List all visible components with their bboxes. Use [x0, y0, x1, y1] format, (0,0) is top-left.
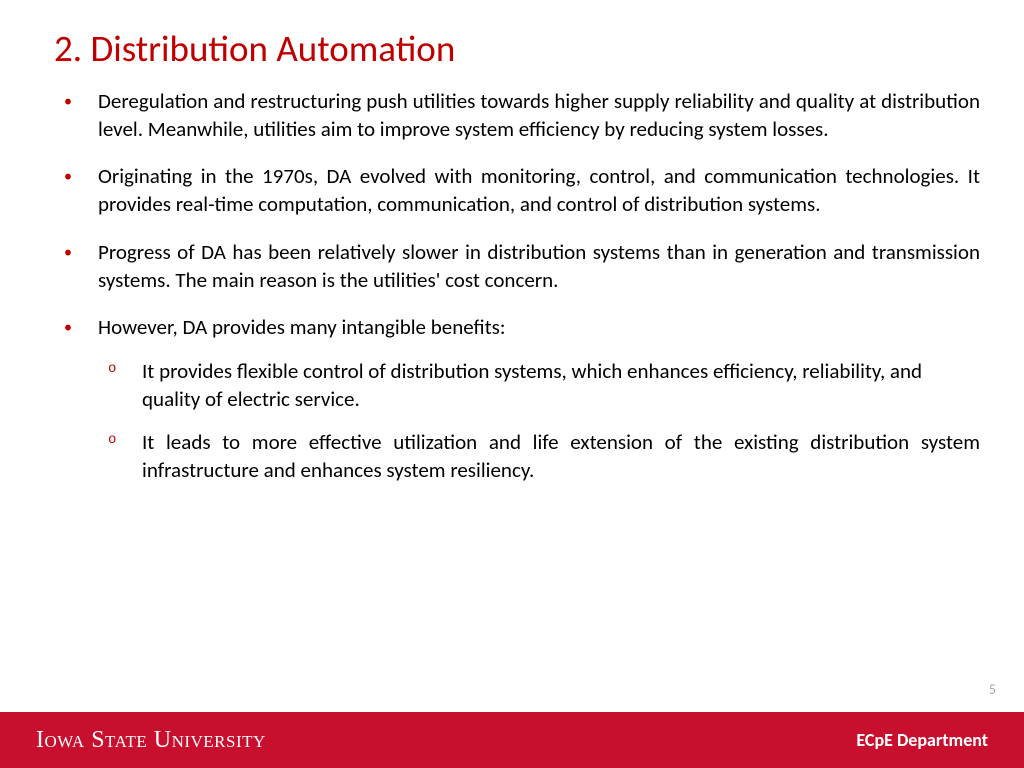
department-name: ECpE Department	[856, 729, 988, 751]
sub-bullet-list: It provides flexible control of distribu…	[98, 358, 980, 485]
bullet-list: Deregulation and restructuring push util…	[54, 88, 980, 485]
bullet-item: Deregulation and restructuring push util…	[54, 88, 980, 143]
slide: 2. Distribution Automation Deregulation …	[0, 0, 1024, 768]
bullet-text: However, DA provides many intangible ben…	[98, 314, 506, 340]
footer-bar: Iowa State University ECpE Department	[0, 712, 1024, 768]
university-name: Iowa State University	[36, 727, 266, 754]
slide-title: 2. Distribution Automation	[54, 26, 455, 71]
slide-body: Deregulation and restructuring push util…	[54, 88, 980, 505]
bullet-item: However, DA provides many intangible ben…	[54, 314, 980, 485]
sub-bullet-item: It provides flexible control of distribu…	[98, 358, 980, 413]
bullet-item: Originating in the 1970s, DA evolved wit…	[54, 163, 980, 218]
bullet-item: Progress of DA has been relatively slowe…	[54, 239, 980, 294]
sub-bullet-item: It leads to more effective utilization a…	[98, 429, 980, 484]
page-number: 5	[989, 681, 996, 698]
